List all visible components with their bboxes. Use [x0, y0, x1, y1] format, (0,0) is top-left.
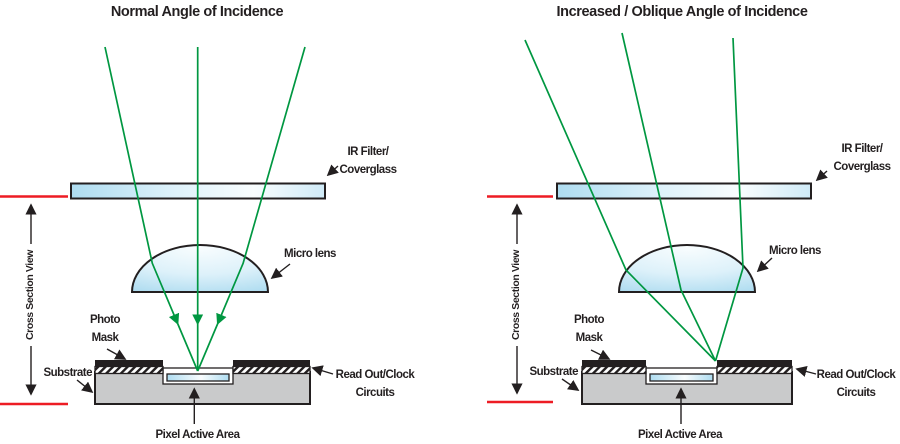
readout-label-line1: Read Out/Clock — [336, 369, 416, 381]
ir-filter-label-line1: IR Filter/ — [347, 146, 389, 158]
photo-mask-right-segment — [716, 360, 793, 375]
pixel-active-area-label: Pixel Active Area — [638, 429, 723, 441]
ir-filter-label-line1: IR Filter/ — [841, 143, 883, 155]
ir-filter-coverglass — [556, 182, 812, 200]
panel-oblique-incidence: Cross Section View — [450, 0, 900, 444]
micro-lens — [617, 244, 757, 293]
photo-mask-label-line2: Mask — [576, 332, 604, 344]
ir-filter-label-line2: Coverglass — [339, 164, 396, 176]
light-rays — [104, 46, 306, 372]
substrate-arrow — [76, 379, 94, 394]
ir-filter-arrow — [326, 164, 339, 177]
micro-lens-arrow — [270, 263, 291, 280]
substrate-arrow — [561, 378, 580, 391]
photo-mask-arrow — [106, 348, 127, 360]
panel-title: Normal Angle of Incidence — [111, 4, 284, 20]
micro-lens-label: Micro lens — [769, 245, 821, 257]
substrate-label: Substrate — [529, 366, 578, 378]
ir-filter-arrow — [815, 169, 828, 182]
readout-arrow — [311, 365, 334, 377]
readout-label-line1: Read Out/Clock — [817, 369, 897, 381]
panel-title: Increased / Oblique Angle of Incidence — [557, 4, 808, 20]
photo-mask-right-segment — [232, 360, 311, 375]
micro-lens-arrow — [756, 257, 773, 273]
readout-arrow — [795, 366, 817, 377]
photo-mask-label-line1: Photo — [90, 314, 121, 326]
panel-normal-incidence: Cross Section View — [0, 4, 416, 441]
micro-lens-label: Micro lens — [284, 248, 336, 260]
ir-filter-label-line2: Coverglass — [833, 161, 890, 173]
pixel-active-area — [649, 373, 714, 382]
readout-label-line2: Circuits — [837, 387, 876, 399]
micro-lens — [130, 244, 270, 293]
photo-mask-left-segment — [581, 360, 647, 375]
pixel-active-area-label: Pixel Active Area — [156, 429, 241, 441]
pixel-active-area — [166, 373, 230, 382]
photo-mask-label-line2: Mask — [92, 332, 120, 344]
cross-section-view-label: Cross Section View — [24, 249, 36, 340]
cross-section-view-label: Cross Section View — [510, 249, 522, 340]
photo-mask-arrow — [590, 349, 611, 360]
light-rays — [524, 32, 744, 362]
readout-label-line2: Circuits — [356, 387, 395, 399]
substrate-label: Substrate — [43, 367, 92, 379]
photo-mask-left-segment — [94, 360, 164, 375]
photo-mask-label-line1: Photo — [574, 314, 605, 326]
